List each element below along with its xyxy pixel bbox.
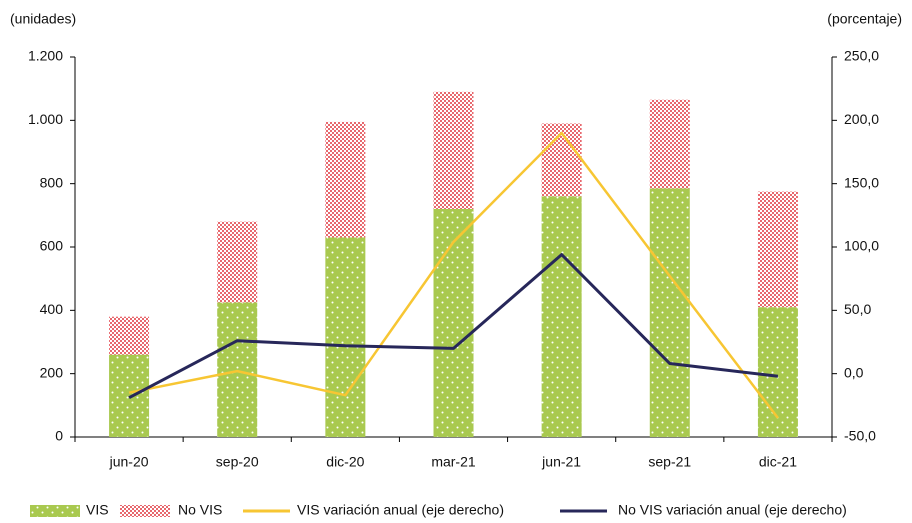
y2-axis-label: (porcentaje)	[827, 11, 902, 27]
bar	[325, 121, 366, 238]
y2-tick-label: 200,0	[844, 111, 879, 127]
legend-label: VIS variación anual (eje derecho)	[297, 502, 504, 518]
bar	[649, 99, 690, 189]
bar	[541, 123, 582, 197]
y-tick-label: 800	[40, 174, 64, 190]
x-tick-label: jun-20	[109, 454, 149, 470]
y2-tick-label: 150,0	[844, 174, 879, 190]
line	[128, 131, 779, 419]
y2-tick-label: 100,0	[844, 238, 879, 254]
y2-tick-label: 0,0	[844, 364, 864, 380]
x-tick-label: mar-21	[431, 454, 476, 470]
bar	[757, 191, 798, 308]
bar	[649, 188, 690, 437]
bar	[541, 196, 582, 437]
bar	[109, 354, 150, 437]
bar	[325, 237, 366, 437]
y-tick-label: 0	[55, 428, 63, 444]
bar	[433, 91, 474, 209]
y-tick-label: 200	[40, 364, 64, 380]
y2-tick-label: 250,0	[844, 48, 879, 64]
bar	[757, 307, 798, 437]
y-tick-label: 1.200	[28, 48, 63, 64]
legend-label: No VIS variación anual (eje derecho)	[618, 502, 847, 518]
y-tick-label: 1.000	[28, 111, 63, 127]
y-tick-label: 600	[40, 238, 64, 254]
line	[128, 253, 779, 400]
bar	[109, 316, 150, 355]
legend-swatch	[30, 505, 80, 517]
y2-tick-label: 50,0	[844, 301, 871, 317]
y2-tick-label: -50,0	[844, 428, 876, 444]
bar	[217, 221, 258, 303]
x-tick-label: jun-21	[541, 454, 581, 470]
x-tick-label: sep-21	[648, 454, 691, 470]
legend-label: No VIS	[178, 502, 222, 518]
x-tick-label: dic-20	[326, 454, 364, 470]
y-axis-label: (unidades)	[10, 11, 76, 27]
legend-label: VIS	[86, 502, 109, 518]
bar	[217, 302, 258, 437]
x-tick-label: dic-21	[759, 454, 797, 470]
bar	[433, 209, 474, 437]
legend-swatch	[120, 505, 170, 517]
y-tick-label: 400	[40, 301, 64, 317]
x-tick-label: sep-20	[216, 454, 259, 470]
